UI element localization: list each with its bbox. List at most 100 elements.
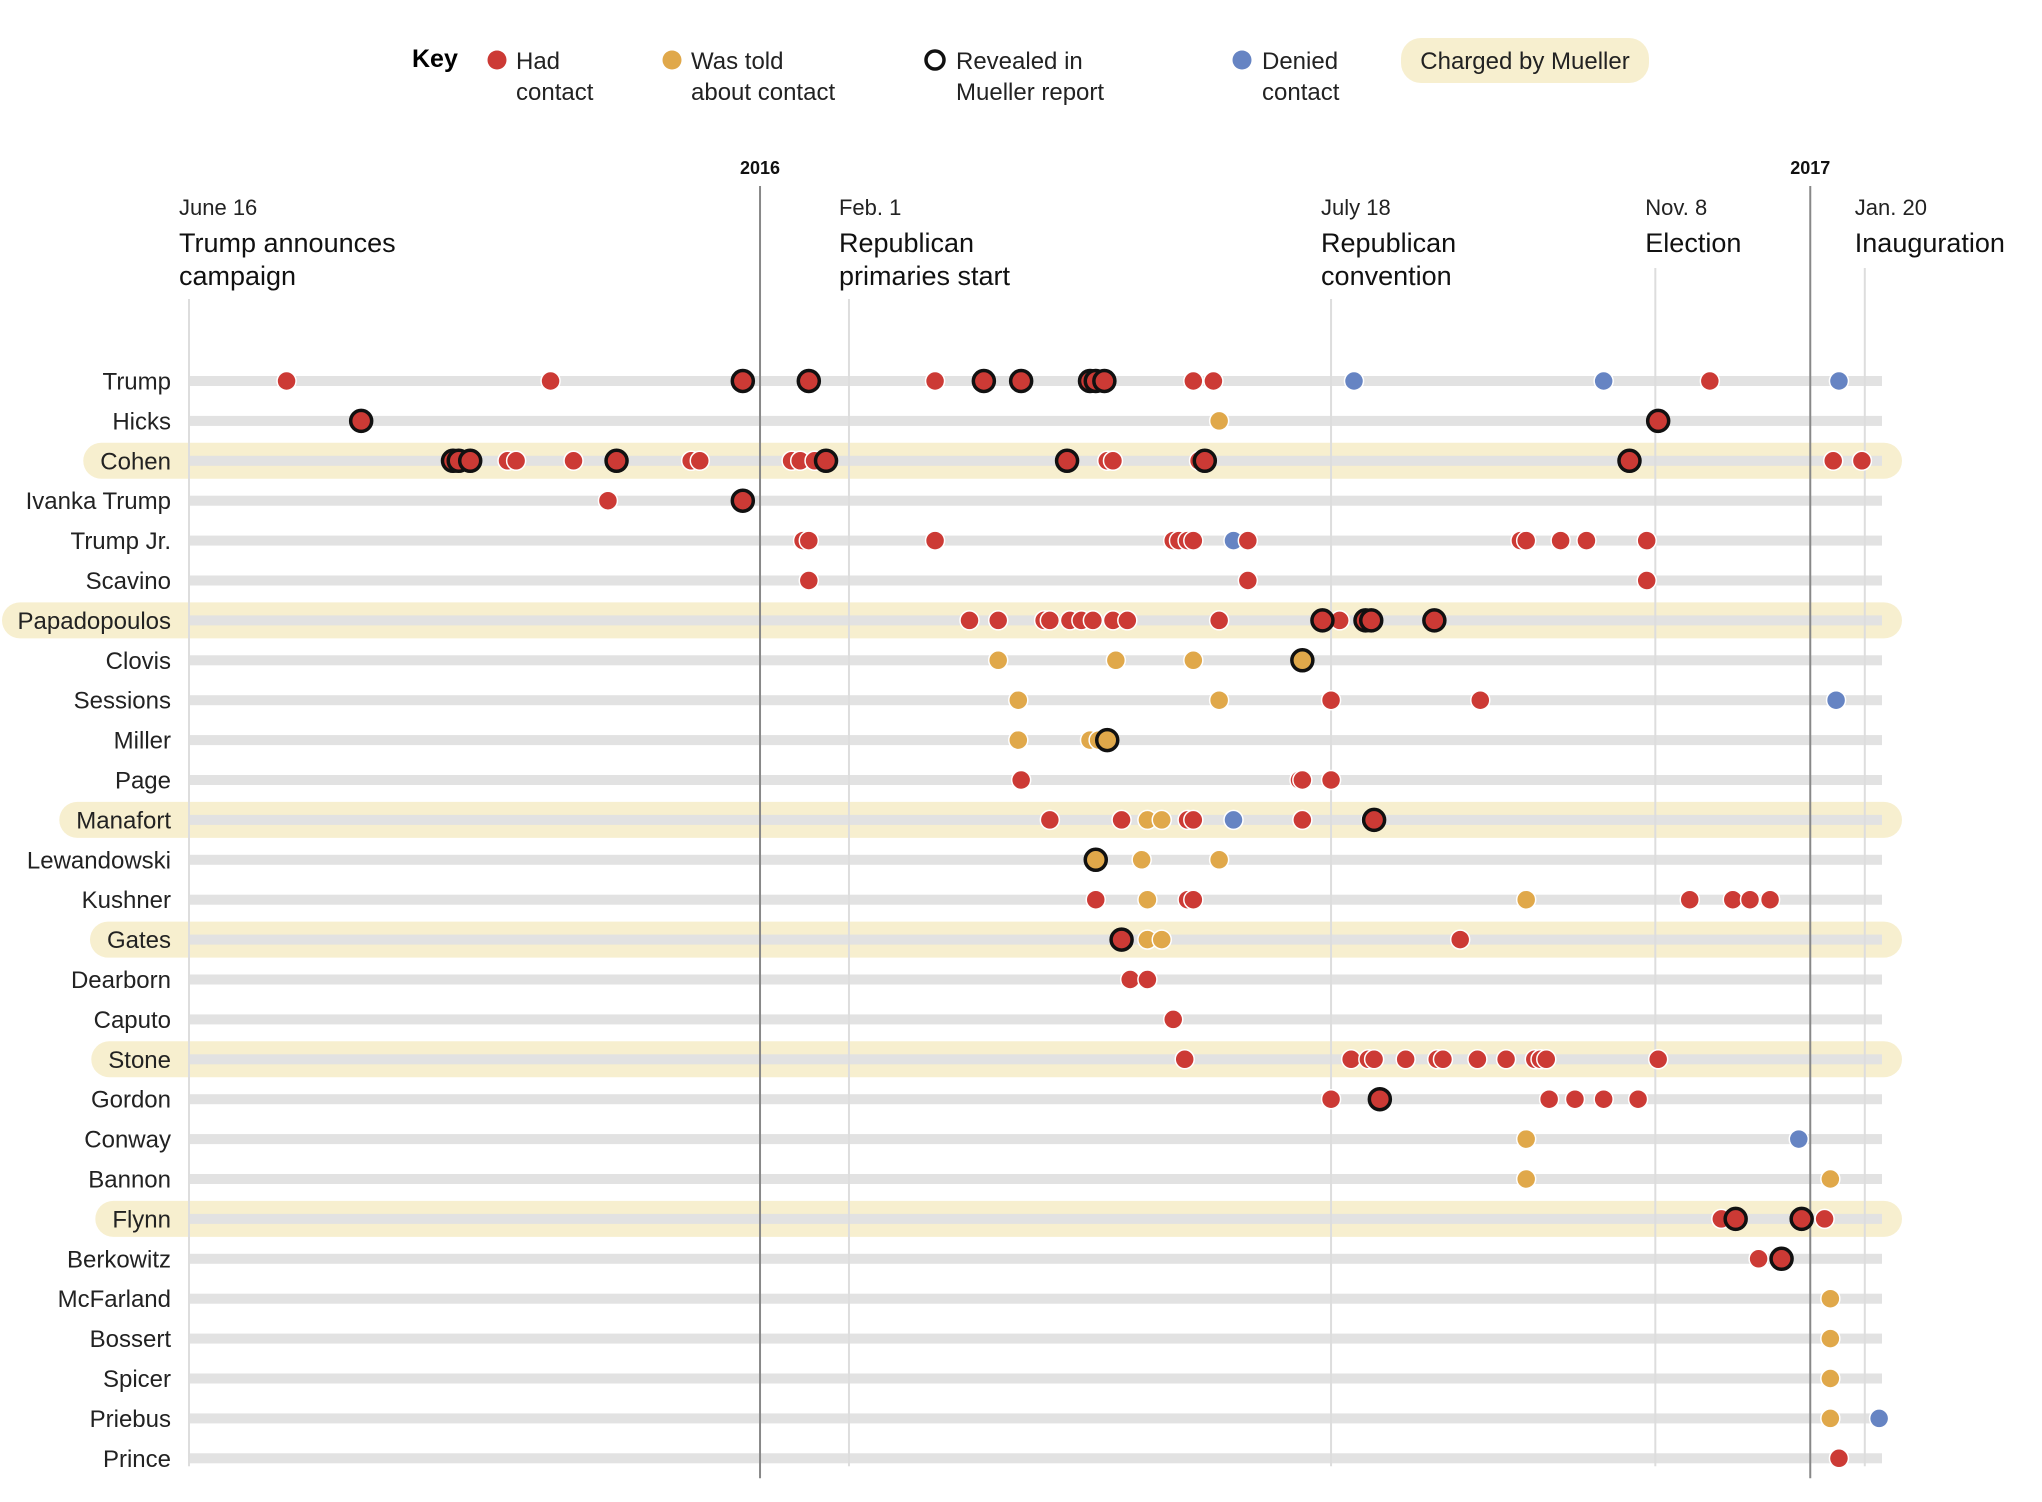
- contact-point-caputo-had: [1162, 1009, 1184, 1030]
- contact-point-page-had: [1320, 769, 1342, 791]
- contact-point-lewandowski-told: [1131, 849, 1152, 871]
- contact-point-page-had: [1010, 769, 1032, 791]
- track-bannon: [189, 1174, 1882, 1184]
- contact-point-gates-had-revealed: [1109, 927, 1134, 952]
- track-prince: [189, 1453, 1882, 1464]
- contact-point-papadopoulos-had: [1082, 610, 1104, 631]
- contact-point-trump-had: [1203, 370, 1224, 392]
- event-date-1: June 16: [179, 195, 257, 220]
- row-label-conway: Conway: [84, 1127, 171, 1154]
- contact-point-gates-had: [1449, 929, 1471, 950]
- track-miller: [189, 735, 1882, 746]
- track-conway: [189, 1134, 1882, 1145]
- legend-told-line2: about contact: [691, 79, 835, 106]
- legend-denied-marker: [1232, 50, 1252, 70]
- contact-point-trump-had-revealed: [1092, 368, 1117, 394]
- contact-point-trump-had: [924, 370, 946, 392]
- contact-point-clovis-told: [987, 650, 1009, 671]
- contact-point-trump-jr-had: [1550, 530, 1571, 551]
- row-label-trump-jr: Trump Jr.: [71, 528, 171, 555]
- event-date-2: Feb. 1: [839, 195, 901, 220]
- contact-point-mcfarland-told: [1820, 1288, 1841, 1309]
- track-caputo: [189, 1014, 1882, 1025]
- event-date-3: July 18: [1321, 195, 1391, 220]
- contact-point-trump-had-revealed: [1008, 368, 1034, 394]
- contact-point-bannon-told: [1820, 1168, 1841, 1190]
- contact-point-stone-had: [1395, 1049, 1416, 1070]
- contact-point-stone-had: [1495, 1049, 1517, 1070]
- row-label-berkowitz: Berkowitz: [67, 1246, 171, 1273]
- contact-point-cohen-had-revealed: [457, 448, 483, 474]
- contact-point-cohen-had-revealed: [1617, 448, 1642, 474]
- event-name-3-line-1: Republican: [1321, 228, 1456, 258]
- row-label-dearborn: Dearborn: [71, 967, 171, 994]
- contact-point-manafort-had: [1039, 809, 1061, 831]
- row-label-ivanka-trump: Ivanka Trump: [26, 488, 171, 515]
- contact-point-stone-had: [1340, 1049, 1362, 1070]
- contact-point-miller-told-revealed: [1094, 727, 1120, 753]
- legend-denied-line2: contact: [1262, 79, 1340, 106]
- track-gordon: [189, 1094, 1882, 1105]
- event-name-1-line-2: campaign: [179, 261, 296, 291]
- contact-point-scavino-had: [1237, 570, 1259, 591]
- track-dearborn: [189, 974, 1882, 985]
- contact-point-scavino-had: [1636, 570, 1657, 591]
- contact-point-papadopoulos-had: [1117, 610, 1138, 631]
- contact-point-stone-had: [1647, 1049, 1669, 1070]
- legend-title: Key: [412, 45, 458, 73]
- contact-point-manafort-denied: [1223, 809, 1244, 831]
- contact-point-berkowitz-had: [1748, 1248, 1769, 1270]
- contact-point-page-had: [1292, 769, 1313, 791]
- contact-point-manafort-had: [1183, 809, 1204, 831]
- contact-point-lewandowski-told: [1208, 849, 1230, 871]
- contact-point-manafort-had: [1292, 809, 1313, 831]
- track-gates: [189, 934, 1882, 945]
- year-label-2016: 2016: [740, 158, 780, 178]
- contact-point-stone-had: [1174, 1049, 1195, 1070]
- contact-point-sessions-told: [1208, 689, 1230, 711]
- track-mcfarland: [189, 1293, 1882, 1304]
- contact-point-trump-jr-had: [1636, 530, 1657, 551]
- track-priebus: [189, 1413, 1882, 1424]
- contact-point-dearborn-had: [1119, 969, 1141, 990]
- legend-had-line2: contact: [516, 79, 594, 106]
- row-label-sessions: Sessions: [74, 688, 171, 715]
- track-kushner: [189, 894, 1882, 905]
- legend-item-revealed: Revealed in Mueller report: [924, 48, 1104, 106]
- year-markers: 2016 2017: [740, 158, 1830, 1479]
- track-lewandowski: [189, 854, 1882, 865]
- track-clovis: [189, 655, 1882, 666]
- contact-point-trump-denied: [1828, 370, 1850, 392]
- track-hicks: [189, 415, 1882, 426]
- legend-revealed-marker: [924, 49, 946, 71]
- event-name-3-line-2: convention: [1321, 261, 1452, 291]
- contact-point-stone-had: [1536, 1049, 1557, 1070]
- contact-point-stone-had: [1363, 1049, 1385, 1070]
- event-name-1-line-1: Trump announces: [179, 228, 396, 258]
- contact-point-trump-had-revealed: [730, 368, 756, 394]
- legend-item-had: Had contact: [487, 48, 594, 106]
- event-date-4: Nov. 8: [1645, 195, 1707, 220]
- contact-point-stone-had: [1467, 1049, 1488, 1070]
- contact-point-gordon-had: [1627, 1088, 1649, 1110]
- track-flynn: [189, 1213, 1882, 1224]
- track-ivanka-trump: [189, 495, 1882, 506]
- row-label-caputo: Caputo: [94, 1007, 171, 1034]
- row-label-kushner: Kushner: [82, 887, 171, 914]
- contact-point-trump-had-revealed: [971, 368, 997, 394]
- row-label-page: Page: [115, 768, 171, 795]
- legend-item-charged: Charged by Mueller: [1401, 38, 1649, 83]
- legend: Key Had contact Was told about contact R…: [412, 38, 1649, 106]
- track-trump-jr: [189, 535, 1882, 546]
- contact-point-kushner-had: [1183, 889, 1204, 910]
- row-label-scavino: Scavino: [86, 568, 171, 595]
- contact-point-hicks-had-revealed: [1645, 408, 1671, 434]
- contact-point-sessions-told: [1008, 689, 1029, 711]
- contact-point-bossert-told: [1820, 1328, 1841, 1349]
- charged-bands: [2, 442, 1902, 1237]
- event-date-5: Jan. 20: [1855, 195, 1927, 220]
- row-label-trump: Trump: [103, 369, 171, 396]
- row-label-mcfarland: McFarland: [58, 1286, 171, 1313]
- contact-point-manafort-had-revealed: [1361, 807, 1387, 833]
